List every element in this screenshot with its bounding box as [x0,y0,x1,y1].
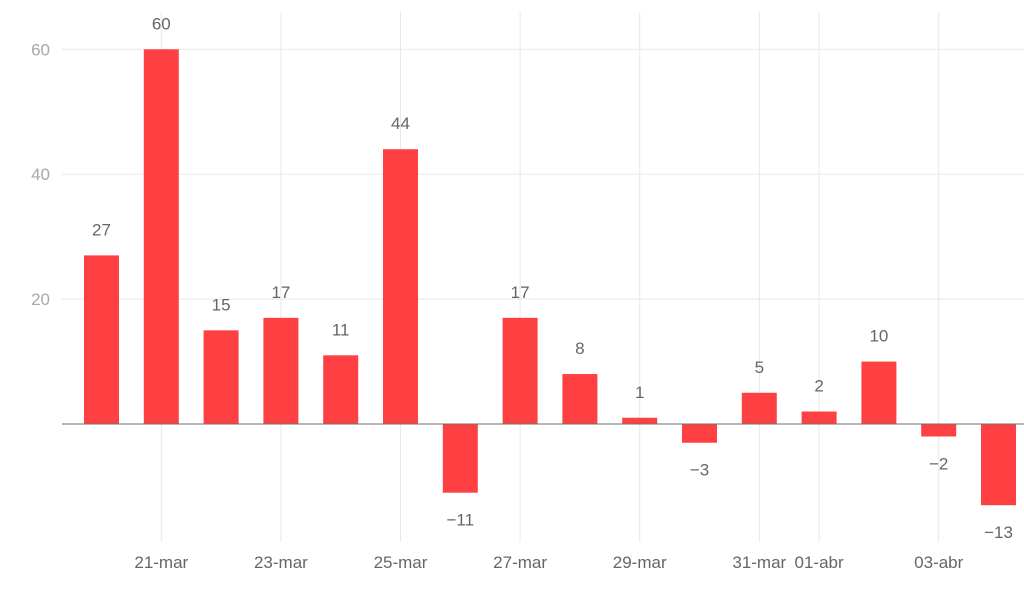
data-label: −3 [690,461,709,480]
bar [84,255,119,424]
data-label: −2 [929,454,948,473]
bar [861,361,897,424]
data-label: 8 [575,339,584,358]
bar [801,411,837,424]
data-label: −13 [984,523,1013,542]
data-label: 15 [212,295,231,314]
data-label: 2 [814,377,823,396]
y-axis-ticks: 20 40 60 [31,40,50,309]
bar [741,392,777,424]
y-tick-label: 40 [31,165,50,184]
data-label: 27 [92,220,111,239]
data-label: 10 [869,327,888,346]
bar [622,417,658,424]
x-tick-label: 21-mar [134,553,188,572]
x-tick-label: 27-mar [493,553,547,572]
data-label: 60 [152,14,171,33]
bar [981,424,1016,506]
x-tick-label: 23-mar [254,553,308,572]
bar [682,424,717,443]
data-label: 44 [391,114,410,133]
data-label: 17 [511,283,530,302]
bar [921,424,957,437]
gridlines [62,12,1024,542]
bar [442,424,478,493]
bar [143,49,179,425]
data-label: 17 [271,283,290,302]
data-label: 11 [332,320,350,339]
bar [263,317,299,424]
data-label: 1 [635,383,644,402]
x-tick-label: 01-abr [795,553,844,572]
x-axis-ticks: 21-mar 23-mar 25-mar 27-mar 29-mar 31-mar 01-a… [134,553,963,572]
bar [502,317,538,424]
data-label: 5 [755,358,764,377]
bar [383,149,418,424]
x-tick-label: 29-mar [613,553,667,572]
x-tick-label: 25-mar [374,553,428,572]
y-tick-label: 20 [31,290,50,309]
x-tick-label: 03-abr [914,553,963,572]
y-tick-label: 60 [31,40,50,59]
data-labels: 27 60 15 17 11 44 −11 17 8 1 −3 5 2 10 −2 −13 [92,14,1013,542]
bar [203,330,239,424]
bar [323,355,359,424]
x-tick-label: 31-mar [732,553,786,572]
bars [84,49,1016,506]
data-label: −11 [447,511,475,530]
bar [562,374,598,424]
